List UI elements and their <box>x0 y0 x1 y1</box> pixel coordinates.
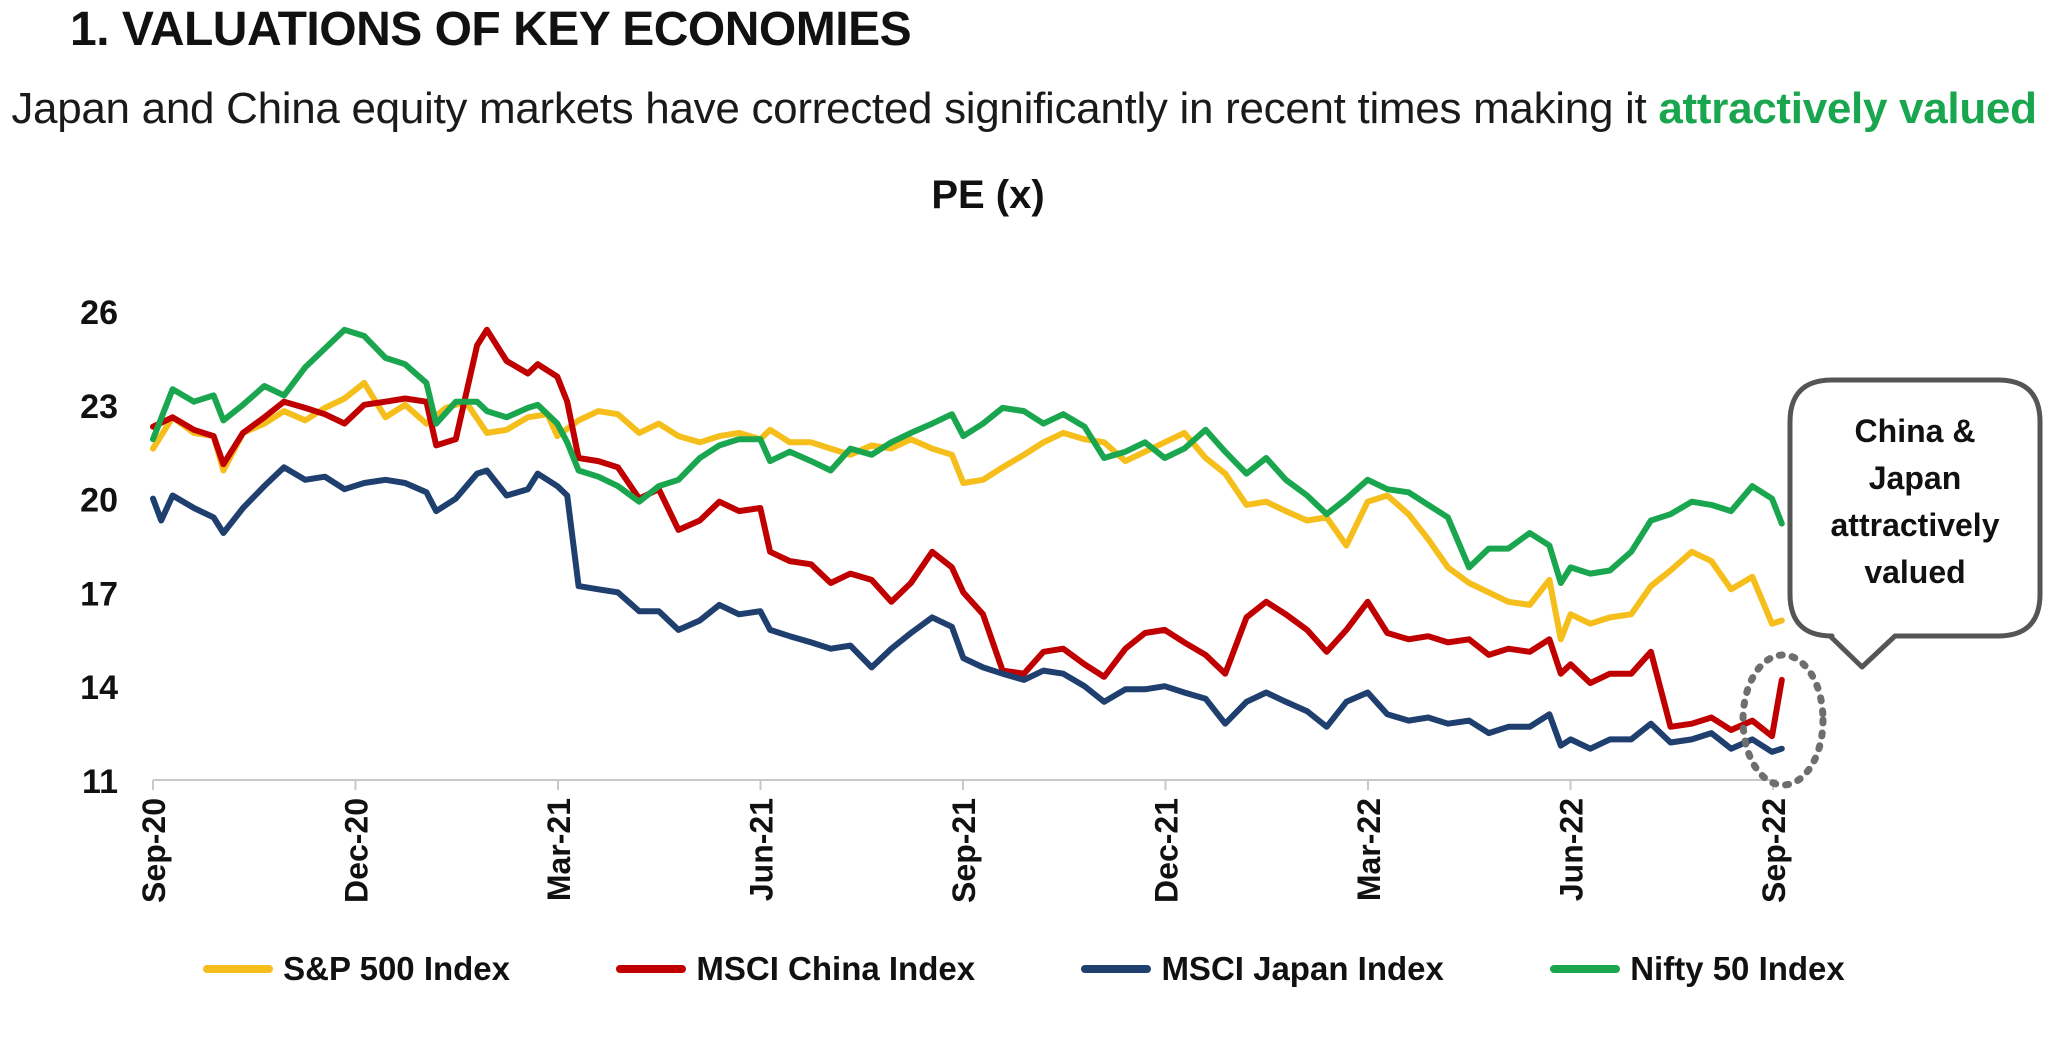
chart-legend: S&P 500 Index MSCI China Index MSCI Japa… <box>0 950 2048 988</box>
series-lines <box>150 326 1785 755</box>
legend-swatch-sp500 <box>203 965 274 973</box>
chart-title: PE (x) <box>931 173 1044 217</box>
x-tick-label-Mar-21: Mar-21 <box>541 798 577 901</box>
legend-item-msci-china: MSCI China Index <box>616 950 975 988</box>
x-tick-label-Mar-22: Mar-22 <box>1351 798 1387 901</box>
highlight-dotted-ellipse <box>1739 651 1827 789</box>
subtitle-highlight-text: attractively valued <box>1658 84 2037 133</box>
series-line-s-p-500-index <box>150 379 1785 643</box>
x-tick-label-Sep-22: Sep-22 <box>1756 798 1792 903</box>
slide-subtitle: Japan and China equity markets have corr… <box>0 84 2048 134</box>
callout-text-line1: China & <box>1855 413 1976 449</box>
legend-item-sp500: S&P 500 Index <box>203 950 510 988</box>
legend-label-sp500: S&P 500 Index <box>283 950 511 987</box>
series-line-msci-japan-index <box>150 464 1785 755</box>
x-axis-ticks <box>152 780 1774 790</box>
x-tick-label-Dec-21: Dec-21 <box>1148 798 1184 903</box>
x-axis-labels: Sep-20 Dec-20 Mar-21 Jun-21 Sep-21 Dec-21 Mar-… <box>136 798 1792 903</box>
y-tick-label-23: 23 <box>80 388 118 426</box>
legend-item-nifty50: Nifty 50 Index <box>1550 950 1845 988</box>
subtitle-main-text: Japan and China equity markets have corr… <box>11 84 1659 133</box>
x-tick-label-Sep-20: Sep-20 <box>136 798 172 903</box>
legend-item-msci-japan: MSCI Japan Index <box>1081 950 1444 988</box>
series-line-msci-china-index <box>150 326 1785 740</box>
callout-bubble <box>1787 377 2043 670</box>
series-line-nifty-50-index <box>150 326 1785 586</box>
slide-heading: 1. VALUATIONS OF KEY ECONOMIES <box>70 3 912 56</box>
legend-swatch-msci-japan <box>1081 965 1152 973</box>
callout-text-line2: Japan <box>1869 460 1961 496</box>
legend-label-msci-japan: MSCI Japan Index <box>1161 950 1444 987</box>
y-tick-label-17: 17 <box>80 575 118 613</box>
legend-label-nifty50: Nifty 50 Index <box>1630 950 1845 987</box>
callout-text-line3: attractively <box>1831 507 2000 543</box>
legend-swatch-msci-china <box>616 965 687 973</box>
y-tick-label-26: 26 <box>80 294 118 332</box>
callout-text-line4: valued <box>1864 554 1965 590</box>
x-tick-label-Dec-20: Dec-20 <box>338 798 374 903</box>
legend-label-msci-china: MSCI China Index <box>696 950 976 987</box>
y-tick-label-14: 14 <box>80 669 118 707</box>
x-tick-label-Sep-21: Sep-21 <box>946 798 982 903</box>
y-tick-label-11: 11 <box>82 763 118 801</box>
y-tick-label-20: 20 <box>80 482 118 520</box>
y-axis-labels: 11 14 17 20 23 26 <box>80 294 118 801</box>
x-tick-label-Jun-21: Jun-21 <box>743 798 779 901</box>
x-tick-label-Jun-22: Jun-22 <box>1553 798 1589 901</box>
legend-swatch-nifty50 <box>1550 965 1621 973</box>
